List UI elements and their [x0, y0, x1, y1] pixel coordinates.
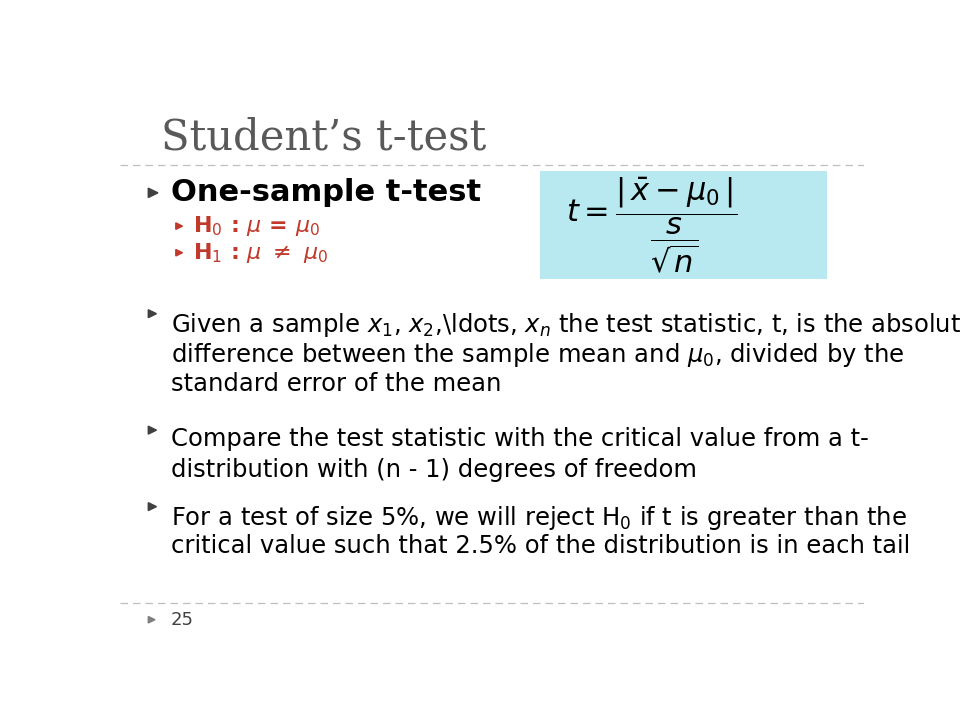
- Text: Compare the test statistic with the critical value from a t-: Compare the test statistic with the crit…: [171, 428, 869, 451]
- Text: critical value such that 2.5% of the distribution is in each tail: critical value such that 2.5% of the dis…: [171, 534, 910, 558]
- Polygon shape: [148, 310, 156, 318]
- Text: difference between the sample mean and $\mu_0$, divided by the: difference between the sample mean and $…: [171, 341, 903, 369]
- FancyBboxPatch shape: [540, 171, 827, 279]
- Text: 25: 25: [171, 611, 194, 629]
- Polygon shape: [176, 249, 182, 256]
- Text: One-sample t-test: One-sample t-test: [171, 179, 481, 207]
- Text: H$_1$ : $\mu$ $\neq$ $\mu_0$: H$_1$ : $\mu$ $\neq$ $\mu_0$: [193, 240, 328, 265]
- Polygon shape: [148, 188, 158, 197]
- Polygon shape: [176, 223, 182, 230]
- Text: H$_0$ : $\mu$ = $\mu_0$: H$_0$ : $\mu$ = $\mu_0$: [193, 214, 320, 238]
- Text: Student’s t-test: Student’s t-test: [161, 117, 486, 159]
- Text: distribution with (n - 1) degrees of freedom: distribution with (n - 1) degrees of fre…: [171, 458, 696, 482]
- Text: Given a sample $x_1$, $x_2$,\ldots, $x_n$ the test statistic, t, is the absolute: Given a sample $x_1$, $x_2$,\ldots, $x_n…: [171, 311, 960, 339]
- Polygon shape: [148, 426, 156, 434]
- Text: standard error of the mean: standard error of the mean: [171, 372, 501, 396]
- Text: $t = \dfrac{|\,\bar{x} - \mu_0\,|}{\dfrac{s}{\sqrt{n}}}$: $t = \dfrac{|\,\bar{x} - \mu_0\,|}{\dfra…: [566, 176, 737, 274]
- Text: For a test of size 5%, we will reject H$_0$ if t is greater than the: For a test of size 5%, we will reject H$…: [171, 504, 906, 532]
- Polygon shape: [148, 616, 155, 623]
- Polygon shape: [148, 503, 156, 510]
